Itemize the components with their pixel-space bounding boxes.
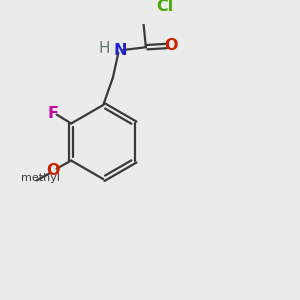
Text: Cl: Cl: [157, 0, 174, 14]
Text: methyl: methyl: [21, 173, 60, 183]
Text: F: F: [48, 106, 59, 121]
Text: O: O: [46, 164, 60, 178]
Text: O: O: [164, 38, 177, 53]
Text: N: N: [113, 43, 127, 58]
Text: H: H: [99, 41, 110, 56]
